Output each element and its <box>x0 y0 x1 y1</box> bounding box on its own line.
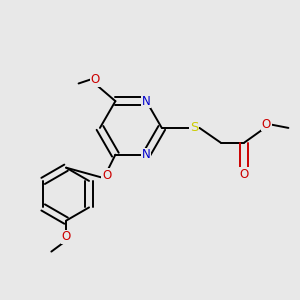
Text: O: O <box>61 230 71 243</box>
Text: S: S <box>190 122 198 134</box>
Text: O: O <box>240 168 249 181</box>
Text: O: O <box>262 118 271 131</box>
Text: O: O <box>102 169 111 182</box>
Text: O: O <box>91 73 100 86</box>
Text: N: N <box>142 94 151 108</box>
Text: N: N <box>142 148 151 161</box>
